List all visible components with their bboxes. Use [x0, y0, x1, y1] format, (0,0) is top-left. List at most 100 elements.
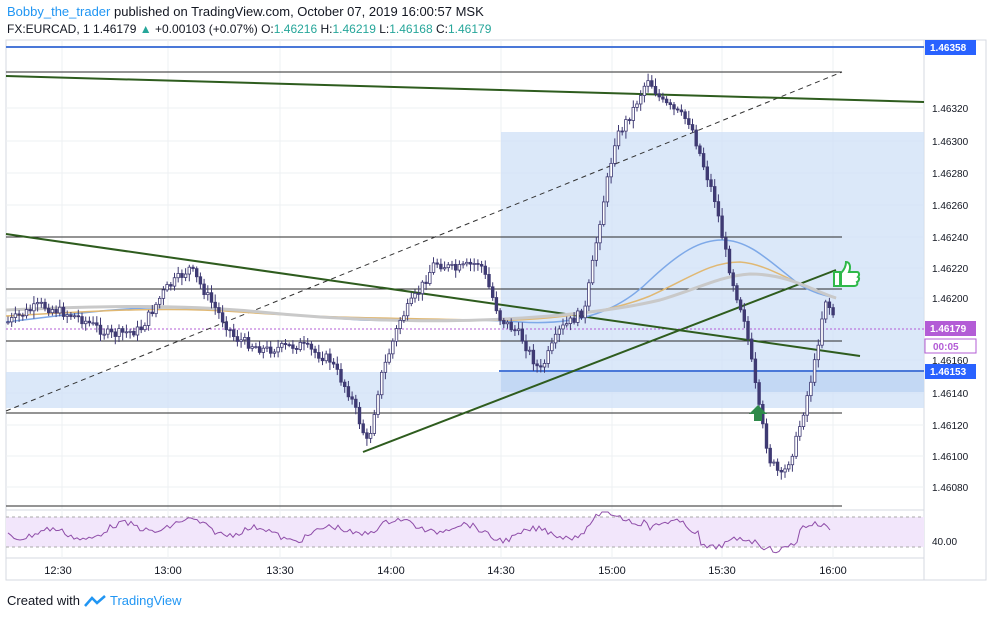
candle-body [687, 118, 691, 125]
candle-body [668, 102, 672, 106]
candle-body [746, 320, 750, 340]
created-with-text: Created with [7, 593, 80, 608]
candle-body [379, 371, 384, 396]
candle-body [9, 317, 14, 323]
candle-body [313, 348, 317, 353]
candle-body [542, 363, 547, 368]
candle-body [354, 398, 358, 408]
zone-overlap [501, 372, 924, 392]
candle-body [305, 342, 310, 345]
candle-body [535, 363, 539, 367]
candle-body [635, 103, 639, 108]
low-value: 1.46168 [389, 22, 433, 36]
candle-body [342, 381, 347, 387]
price-badge-level: 1.46153 [930, 367, 967, 378]
candle-body [328, 353, 332, 363]
candle-body [102, 333, 106, 336]
candle-body [598, 224, 602, 244]
candle-body [602, 201, 606, 225]
ohlc-line: FX:EURCAD, 1 1.46179 ▲ +0.00103 (+0.07%)… [7, 22, 491, 36]
candle-body [783, 468, 787, 473]
candle-body [724, 237, 728, 250]
candle-body [132, 330, 136, 336]
candle-body [627, 119, 632, 121]
candle-body [513, 329, 517, 332]
candle-body [250, 346, 254, 349]
candle-body [768, 447, 772, 464]
time-tick: 14:30 [487, 565, 515, 577]
candle-body [435, 262, 439, 265]
candle-body [254, 346, 258, 349]
candle-body [405, 303, 410, 317]
candle-body [494, 297, 499, 312]
symbol-label: FX:EURCAD, 1 [7, 22, 90, 36]
candle-body [650, 80, 654, 87]
candlesticks[interactable] [6, 73, 835, 480]
time-tick: 15:30 [708, 565, 736, 577]
candle-body [572, 317, 576, 323]
published-text: published on TradingView.com, October 07… [113, 4, 484, 19]
change-value: +0.00103 (+0.07%) [155, 22, 258, 36]
candle-body [720, 215, 724, 238]
candle-body [6, 321, 10, 324]
candle-body [583, 305, 587, 319]
candle-body [283, 343, 288, 345]
tradingview-link[interactable]: TradingView [109, 593, 182, 608]
author-link[interactable]: Bobby_the_trader [7, 4, 111, 19]
candle-body [827, 301, 832, 308]
candle-body [509, 321, 513, 331]
time-axis[interactable] [5, 557, 925, 581]
price-tick: 1.46160 [932, 356, 969, 367]
price-tick: 1.46140 [932, 389, 969, 400]
high-label: H: [320, 22, 333, 36]
candle-body [579, 310, 584, 319]
candle-body [265, 346, 269, 349]
candle-body [764, 423, 769, 449]
candle-body [287, 344, 291, 346]
candle-body [80, 316, 84, 325]
candle-body [339, 368, 343, 383]
candle-body [413, 292, 417, 299]
time-tick: 14:00 [377, 565, 405, 577]
candle-body [28, 309, 32, 312]
candle-body [235, 336, 240, 342]
candle-body [165, 284, 169, 291]
dashed-channel-line[interactable] [5, 71, 843, 412]
candle-body [113, 331, 117, 337]
candle-body [568, 317, 573, 325]
candle-body [805, 395, 809, 416]
candle-body [775, 461, 780, 471]
price-tick: 1.46320 [932, 104, 969, 115]
range-zone[interactable] [501, 132, 924, 392]
candle-body [387, 353, 391, 363]
candle-body [302, 341, 306, 344]
candle-body [91, 322, 95, 325]
candle-body [557, 328, 561, 335]
candle-body [121, 328, 125, 333]
trend-lines[interactable] [5, 75, 925, 453]
candle-body [816, 344, 820, 361]
price-tick: 1.46280 [932, 169, 969, 180]
candle-body [790, 455, 795, 466]
time-tick: 13:30 [266, 565, 294, 577]
candle-body [709, 179, 713, 187]
candle-body [361, 423, 365, 434]
candle-body [317, 352, 321, 359]
open-label: O: [261, 22, 274, 36]
close-value: 1.46179 [447, 22, 492, 36]
candle-body [653, 85, 658, 95]
candle-body [391, 340, 395, 355]
price-tick: 1.46300 [932, 137, 969, 148]
price-axis[interactable] [923, 39, 987, 581]
price-chart[interactable]: 1.46320 1.46300 1.46280 1.46260 1.46240 … [0, 0, 988, 590]
low-label: L: [379, 22, 390, 36]
candle-body [524, 340, 528, 352]
candle-body [624, 119, 628, 132]
candle-body [76, 315, 80, 318]
candle-body [50, 309, 55, 314]
time-tick: 16:00 [819, 565, 847, 577]
candle-body [446, 264, 450, 269]
time-tick: 12:30 [44, 565, 72, 577]
candle-body [198, 276, 203, 285]
candle-body [206, 292, 210, 296]
